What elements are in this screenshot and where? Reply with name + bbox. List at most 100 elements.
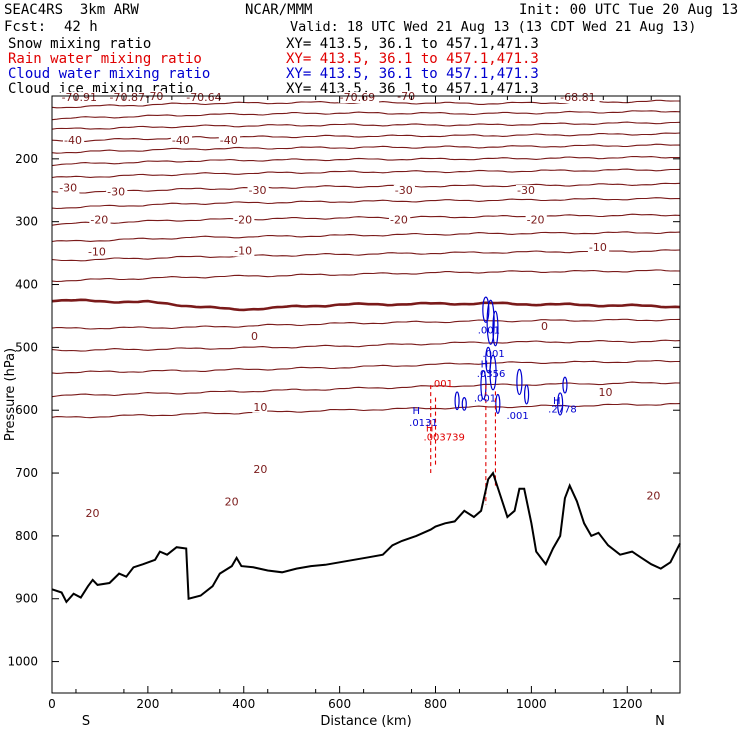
field-marker: H [426, 424, 434, 435]
field-name-cloud-water: Cloud water mixing ratio [8, 66, 211, 82]
contour-label: -70.87 [110, 91, 145, 104]
model-title: SEAC4RS 3km ARW [4, 2, 139, 18]
y-axis-label: Pressure (hPa) [3, 348, 18, 441]
contour-label-bg [539, 320, 549, 332]
x-axis-label: Distance (km) [320, 714, 411, 729]
isotherm-minus-40 [51, 155, 681, 167]
plot-frame [51, 95, 681, 694]
contour-label: -30 [249, 184, 267, 197]
isotherm-minus-60 [51, 110, 681, 121]
contour-label: -70.64 [186, 91, 221, 104]
contour-label-bg [559, 92, 600, 104]
isotherm-layer [51, 99, 681, 419]
contour-label-bg [393, 185, 415, 197]
isotherm-5 [51, 318, 681, 330]
contour-label: -40 [172, 134, 190, 147]
contour-label: 20 [253, 463, 267, 476]
contour-label-bg [170, 134, 193, 146]
y-tick-label: 400 [15, 278, 38, 292]
contour-label: -20 [527, 214, 545, 227]
contour-label-bg [89, 214, 111, 226]
contour-label: -10 [589, 241, 607, 254]
x-tick-label: 0 [48, 697, 56, 711]
cloud-water-contour [516, 368, 523, 396]
contour-label: -30 [395, 184, 413, 197]
contour-label-bg [516, 185, 538, 197]
init-time: Init: 00 UTC Tue 20 Aug 13 [519, 2, 739, 18]
contour-label-bg [388, 214, 411, 226]
terrain-layer [51, 470, 681, 604]
field-marker: H [553, 396, 561, 407]
contour-label: 0 [251, 330, 258, 343]
contour-label-bg [252, 464, 268, 476]
y-tick-label: 900 [15, 592, 38, 606]
isotherm-minus-30 [51, 182, 681, 194]
contour-label: -20 [234, 214, 252, 227]
cloud-water-contour [492, 310, 499, 347]
contour-label-layer: -70.91 -70.87 -70 -70.64 -70.69 -70 -68.81-40-… [58, 90, 660, 520]
field-xy-cloud-ice: XY= 413.5, 36.1 to 457.1,471.3 [286, 81, 539, 97]
field-marker: .001 [474, 393, 496, 404]
forecast-hours: 42 h [64, 19, 98, 35]
isotherm-minus-55 [51, 121, 681, 130]
isotherm-minus-5 [51, 269, 681, 283]
field-marker: H [413, 406, 421, 417]
isotherm-0 [51, 298, 681, 312]
contour-label-bg [252, 401, 268, 413]
cloud-water-contour [495, 393, 501, 414]
contour-label-bg [338, 92, 380, 104]
contour-label-bg [249, 330, 259, 342]
contour-label: 20 [225, 496, 239, 509]
contour-label: -30 [107, 185, 125, 198]
field-marker: .0131 [409, 418, 438, 429]
isotherm-minus-35 [51, 168, 681, 179]
y-tick-label: 200 [15, 152, 38, 166]
contour-label-bg [58, 182, 80, 194]
contour-label: -10 [234, 244, 252, 257]
x-tick-label: 1000 [516, 697, 547, 711]
isotherm-minus-25 [51, 197, 680, 210]
y-tick-label: 600 [15, 403, 38, 417]
contour-label: -40 [220, 134, 238, 147]
terrain-line [51, 470, 681, 604]
contour-label-bg [218, 134, 240, 146]
isotherm-20 [51, 381, 681, 398]
isotherm-15 [51, 359, 680, 374]
y-tick-label: 700 [15, 466, 38, 480]
contour-label-bg [587, 242, 610, 254]
contour-label-bg [62, 134, 85, 146]
cloud-water-contour [482, 296, 490, 323]
contour-label: -68.81 [560, 91, 595, 104]
isotherm-10 [51, 339, 681, 352]
cloud-water-contour [486, 299, 495, 345]
field-xy-cloud-water: XY= 413.5, 36.1 to 457.1,471.3 [286, 66, 539, 82]
isotherm-minus-50 [51, 132, 681, 142]
x-tick-label: 200 [136, 697, 159, 711]
field-marker: .001 [431, 379, 453, 390]
x-tick-label: 600 [328, 697, 351, 711]
contour-label-bg [233, 214, 255, 226]
y-tick-label: 300 [15, 215, 38, 229]
field-marker: .001 [506, 411, 528, 422]
forecast-label: Fcst: [4, 19, 47, 35]
contour-label-bg [108, 92, 149, 104]
contour-label: 10 [599, 386, 613, 399]
x-tick-label: 800 [424, 697, 447, 711]
contour-label: 20 [646, 489, 660, 502]
valid-time: Valid: 18 UTC Wed 21 Aug 13 (13 CDT Wed … [290, 19, 697, 35]
contour-label-bg [233, 245, 255, 257]
contour-label-bg [106, 186, 128, 198]
y-tick-label: 800 [15, 529, 38, 543]
contour-label: 0 [541, 320, 548, 333]
isotherm-25 [51, 403, 681, 419]
contour-label-bg [223, 496, 239, 508]
contour-label: -30 [517, 184, 535, 197]
field-xy-snow: XY= 413.5, 36.1 to 457.1,471.3 [286, 36, 539, 52]
contour-label: -20 [90, 214, 108, 227]
field-marker: H [481, 359, 489, 370]
contour-label: -30 [59, 182, 77, 195]
contour-label: -70.69 [340, 91, 375, 104]
field-marker: .001 [482, 349, 504, 360]
y-tick-label: 1000 [7, 655, 38, 669]
x-tick-label: 400 [232, 697, 255, 711]
